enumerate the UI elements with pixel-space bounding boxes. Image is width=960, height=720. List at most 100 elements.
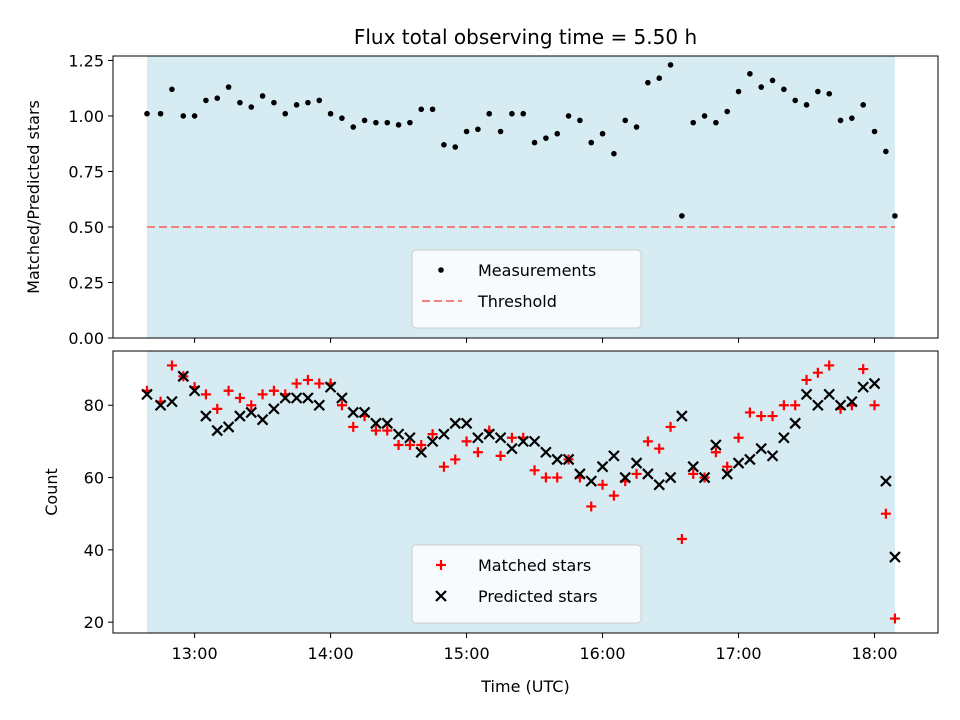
axes-frame [112, 350, 939, 634]
measurement-point [713, 119, 719, 126]
matched-star-point [710, 447, 721, 458]
measurement-point [373, 119, 379, 126]
measurement-point [577, 117, 583, 124]
matched-star-point [506, 432, 517, 443]
predicted-star-point [585, 475, 598, 487]
matched-star-point [268, 385, 279, 396]
series-predicted-stars [141, 370, 901, 563]
measurement-point [815, 88, 821, 95]
measurement-point [792, 97, 799, 104]
axes-frame [112, 55, 939, 339]
predicted-star-point [506, 442, 518, 455]
y-tick-label: 1.00 [68, 107, 104, 126]
predicted-star-point [562, 453, 575, 466]
predicted-star-point [619, 471, 632, 484]
predicted-star-point [721, 468, 733, 480]
predicted-star-point [166, 395, 178, 408]
predicted-star-point [211, 424, 224, 437]
measurement-point [486, 110, 493, 117]
y-axis-title: Matched/Predicted stars [24, 100, 43, 294]
matched-star-point [382, 425, 393, 436]
matched-star-point [314, 378, 325, 389]
y-tick-label: 80 [84, 396, 104, 415]
legend: Matched stars Predicted stars [411, 544, 642, 624]
measurement-point [656, 75, 663, 82]
x-tick-label: 17:00 [715, 644, 761, 663]
x-tick-label: 13:00 [172, 644, 218, 663]
predicted-star-point [551, 453, 564, 466]
predicted-star-point [574, 468, 586, 480]
matched-star-point [801, 374, 812, 385]
predicted-star-point [846, 395, 858, 408]
predicted-star-point [302, 392, 314, 404]
predicted-star-point [608, 450, 620, 462]
predicted-star-point [370, 417, 382, 430]
matched-star-point [246, 400, 257, 411]
predicted-star-point [755, 442, 767, 455]
x-tick-label: 15:00 [444, 644, 490, 663]
measurement-point [248, 104, 255, 110]
measurement-point [144, 110, 150, 117]
bottom-panel: 20 40 60 80 13:00 14:00 15:00 16:00 17:00 18:00 Ti… [42, 350, 939, 696]
chart-title: Flux total observing time = 5.50 h [354, 25, 697, 49]
measurement-point [892, 213, 898, 219]
matched-star-point [348, 421, 359, 432]
legend-box [411, 249, 642, 329]
matched-star-point [880, 508, 891, 519]
y-tick-label: 0.25 [68, 273, 104, 292]
matched-star-point [889, 613, 900, 624]
matched-star-point [586, 501, 597, 512]
predicted-star-point [630, 457, 643, 469]
measurement-point [475, 126, 481, 133]
legend-label: Matched stars [478, 556, 591, 575]
measurement-point [769, 77, 776, 84]
series-measurements [144, 62, 898, 219]
measurement-point [871, 128, 878, 135]
measurement-point [316, 97, 323, 104]
predicted-star-point [324, 381, 337, 393]
predicted-star-point [823, 388, 835, 401]
measurement-point [724, 108, 731, 115]
matched-star-point [688, 468, 699, 479]
matched-star-point [438, 461, 449, 472]
predicted-star-point [415, 446, 428, 459]
matched-star-point [540, 472, 551, 483]
measurement-point [565, 113, 572, 119]
measurement-point [497, 128, 504, 135]
measurement-point [735, 88, 742, 95]
predicted-star-point [245, 406, 258, 419]
measurement-point [520, 110, 527, 117]
measurement-point [860, 102, 867, 108]
measurement-point [361, 117, 368, 124]
predicted-star-point [766, 450, 779, 462]
measurement-point [407, 119, 413, 126]
predicted-star-point [472, 431, 484, 444]
x-tick-label: 18:00 [851, 644, 897, 663]
measurement-point [701, 113, 708, 119]
matched-star-point [200, 389, 211, 400]
predicted-star-point [438, 428, 450, 440]
matched-star-point [461, 436, 472, 447]
matched-star-point [234, 393, 245, 403]
matched-star-point [212, 403, 223, 414]
predicted-star-point [336, 392, 348, 404]
measurement-point [633, 124, 640, 130]
measurement-point [339, 115, 345, 121]
legend-marker-x [435, 590, 447, 602]
measurement-point [214, 95, 221, 101]
legend-marker-plus [436, 560, 446, 570]
predicted-star-point [744, 453, 756, 466]
measurement-point [191, 113, 198, 119]
predicted-star-point [256, 413, 269, 426]
predicted-star-point [279, 392, 292, 404]
predicted-star-point [664, 471, 677, 484]
measurement-point [837, 117, 844, 124]
y-tick-label: 0.50 [68, 218, 104, 237]
y-axis-title: Count [42, 468, 61, 516]
matched-star-point [642, 436, 653, 447]
measurement-point [758, 84, 765, 90]
predicted-star-point [268, 403, 280, 415]
measurement-point [509, 110, 515, 117]
predicted-star-point [676, 410, 688, 422]
predicted-star-point [653, 478, 666, 491]
